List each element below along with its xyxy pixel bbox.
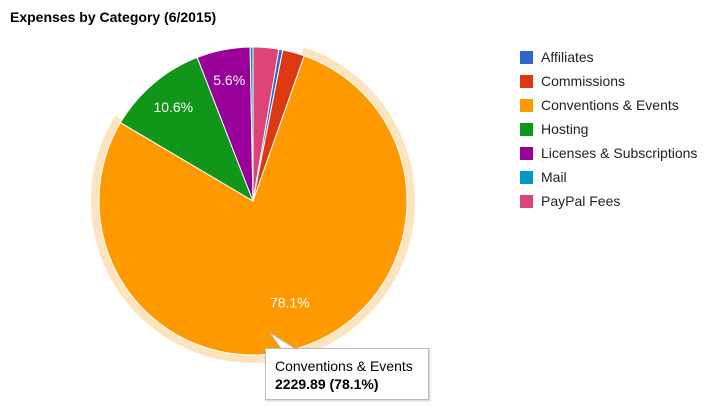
legend-swatch	[520, 98, 533, 112]
legend-swatch	[520, 50, 533, 64]
legend-label: Commissions	[541, 73, 626, 89]
legend-item-conventions-and-events[interactable]: Conventions & Events	[520, 93, 697, 117]
legend-swatch	[520, 74, 533, 88]
legend-item-mail[interactable]: Mail	[520, 165, 697, 189]
legend-label: Affiliates	[541, 49, 594, 65]
legend-label: Licenses & Subscriptions	[541, 145, 698, 161]
chart-title: Expenses by Category (6/2015)	[10, 9, 217, 25]
legend-item-commissions[interactable]: Commissions	[520, 69, 697, 93]
legend-label: Conventions & Events	[541, 97, 679, 113]
legend-label: Hosting	[541, 121, 589, 137]
slice-mail[interactable]	[249, 46, 254, 202]
tooltip: Conventions & Events 2229.89 (78.1%)	[265, 348, 429, 400]
legend-swatch	[520, 194, 533, 208]
legend-item-affiliates[interactable]: Affiliates	[520, 45, 697, 69]
legend-swatch	[520, 170, 533, 184]
legend-item-paypal-fees[interactable]: PayPal Fees	[520, 189, 697, 213]
slice-label-conventions-and-events: 78.1%	[270, 294, 310, 310]
slice-label-licenses-and-subscriptions: 5.6%	[213, 72, 245, 88]
tooltip-category: Conventions & Events	[275, 358, 413, 374]
slice-label-hosting: 10.6%	[153, 99, 193, 115]
tooltip-value: 2229.89 (78.1%)	[275, 376, 379, 392]
slice-hosting[interactable]	[119, 56, 254, 203]
legend-swatch	[520, 146, 533, 160]
legend-swatch	[520, 122, 533, 136]
legend-item-hosting[interactable]: Hosting	[520, 117, 697, 141]
legend: Affiliates Commissions Conventions & Event…	[520, 45, 697, 213]
legend-item-licenses-and-subscriptions[interactable]: Licenses & Subscriptions	[520, 141, 697, 165]
legend-label: Mail	[541, 169, 567, 185]
slice-conventions-and-events[interactable]	[98, 55, 408, 356]
legend-label: PayPal Fees	[541, 193, 621, 209]
